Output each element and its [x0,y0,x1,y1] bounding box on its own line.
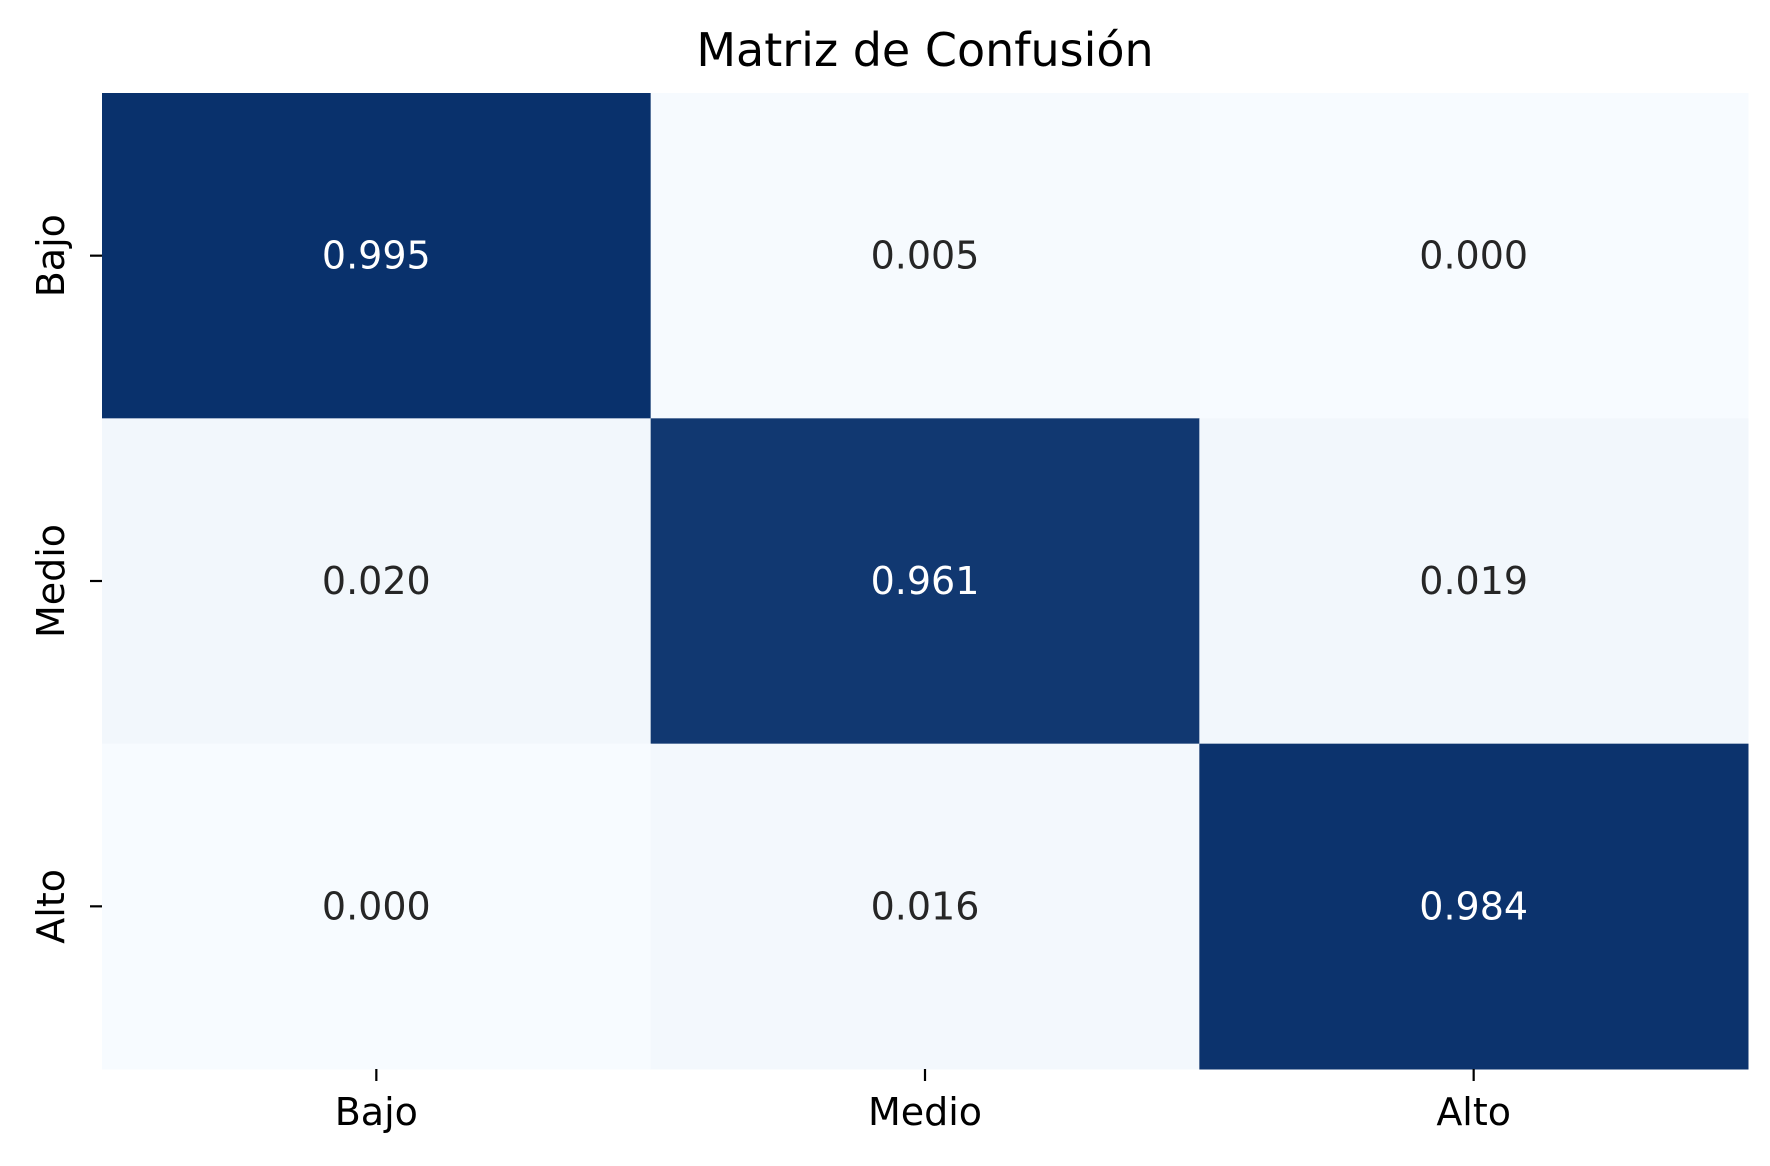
heatmap-cell [1199,743,1749,1070]
cell-value-label: 0.020 [322,559,431,603]
heatmap-cell [650,93,1200,419]
heatmap-cell [102,418,652,745]
cell-value-label: 0.984 [1419,884,1528,928]
y-axis: Bajo Medio Alto [29,214,102,944]
x-tick-label: Bajo [335,1090,418,1134]
x-tick-label: Alto [1436,1090,1511,1134]
y-tick-label: Alto [29,869,73,944]
heatmap-cell [650,743,1200,1070]
cell-value-label: 0.005 [871,234,980,278]
heatmap-cell [1199,93,1749,419]
y-tick-label: Bajo [29,214,73,297]
cell-value-label: 0.000 [1419,234,1528,278]
cell-value-label: 0.019 [1419,559,1528,603]
cell-value-label: 0.961 [871,559,980,603]
heatmap-cell [650,418,1200,745]
x-axis: Bajo Medio Alto [335,1069,1511,1134]
heatmap-cell [102,743,652,1070]
heatmap-cells: 0.995 0.005 0.000 0.020 0.961 0.019 0.000 0.016… [102,93,1749,1070]
y-tick-label: Medio [29,524,73,638]
cell-value-label: 0.000 [322,884,431,928]
chart-title: Matriz de Confusión [696,23,1153,77]
heatmap-cell [102,93,652,419]
cell-value-label: 0.995 [322,234,431,278]
cell-value-label: 0.016 [871,884,980,928]
x-tick-label: Medio [868,1090,982,1134]
heatmap-cell [1199,418,1749,745]
